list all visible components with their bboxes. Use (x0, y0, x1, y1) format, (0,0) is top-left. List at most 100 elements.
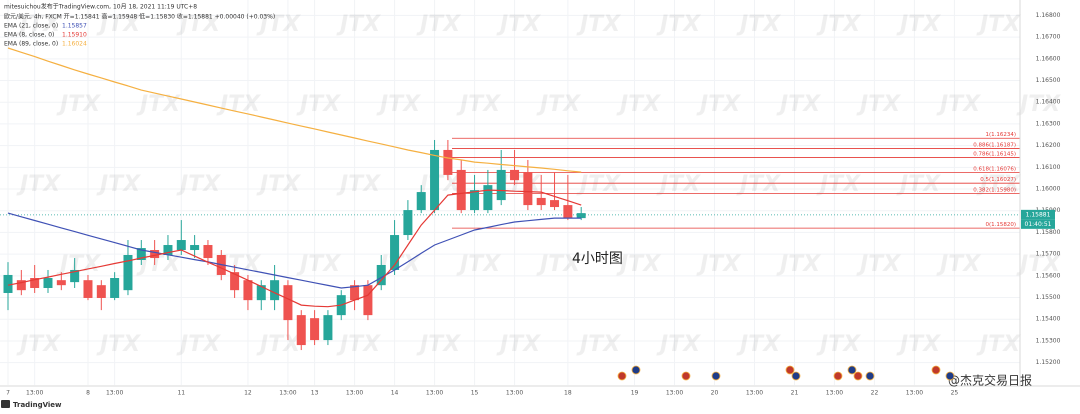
fib-label: 0.886(1.16187) (973, 142, 1016, 148)
watermark: JTX (696, 252, 741, 277)
candle-body (203, 245, 213, 259)
candle-body (496, 169, 506, 201)
watermark: JTX (616, 252, 661, 277)
watermark: JTX (736, 332, 781, 357)
x-tick-label: 13:00 (506, 390, 523, 397)
watermark: JTX (256, 172, 301, 197)
event-icon (711, 371, 721, 381)
legend-value: 1.15910 (62, 32, 87, 39)
candle-body (470, 190, 480, 211)
x-tick-label: 25 (951, 390, 959, 397)
x-tick-label: 19 (631, 390, 639, 397)
watermark: JTX (816, 332, 861, 357)
ema-line (7, 47, 582, 173)
x-tick-label: 13:00 (346, 390, 363, 397)
x-tick-label: 13:00 (426, 390, 443, 397)
countdown-box (1021, 219, 1055, 229)
candle-body (136, 248, 146, 260)
x-tick-label: 7 (6, 390, 10, 397)
footer-logo: TradingView (13, 401, 62, 409)
x-tick-label: 13:00 (906, 390, 923, 397)
watermark: JTX (16, 172, 61, 197)
footer-credit: @杰克交易日报 (948, 373, 1032, 388)
watermark: JTX (216, 92, 261, 117)
x-tick-label: 21 (791, 390, 799, 397)
candle-body (363, 285, 373, 316)
candle-body (3, 274, 13, 293)
current-price-box (1021, 209, 1055, 220)
watermark: JTX (856, 92, 901, 117)
candle-body (376, 264, 386, 286)
candle-body (96, 285, 106, 298)
watermark: JTX (736, 172, 781, 197)
watermark: JTX (576, 12, 621, 37)
watermark: JTX (416, 332, 461, 357)
event-icon (785, 365, 795, 375)
watermark: JTX (176, 172, 221, 197)
watermark: JTX (896, 172, 941, 197)
candle-body (350, 285, 360, 301)
ema-line (7, 212, 582, 289)
event-icon (791, 371, 801, 381)
x-tick-label: 14 (391, 390, 399, 397)
event-icon (833, 371, 843, 381)
candle-body (416, 192, 426, 211)
event-icon (945, 371, 955, 381)
y-tick-label: 1.15700 (1036, 251, 1061, 258)
candle-body (430, 149, 440, 211)
fib-label: 0.5(1.16027) (980, 177, 1016, 183)
candle-body (390, 235, 400, 270)
watermark: JTX (976, 172, 1021, 197)
watermark: JTX (976, 12, 1021, 37)
watermark: JTX (656, 172, 701, 197)
candle-body (176, 240, 186, 251)
watermark: JTX (176, 332, 221, 357)
watermark: JTX (816, 12, 861, 37)
event-icon (631, 365, 641, 375)
watermark: JTX (336, 172, 381, 197)
watermark: JTX (256, 12, 301, 37)
fib-label: 0.382(1.15980) (973, 187, 1016, 193)
watermark: JTX (736, 12, 781, 37)
x-tick-label: 8 (86, 390, 90, 397)
logo-icon (1, 400, 10, 408)
fib-label: 0.786(1.16145) (973, 152, 1016, 158)
watermark: JTX (96, 12, 141, 37)
watermark: JTX (16, 12, 61, 37)
y-tick-label: 1.16200 (1036, 142, 1061, 149)
watermark: JTX (896, 12, 941, 37)
watermark: JTX (656, 12, 701, 37)
y-tick-label: 1.15200 (1036, 359, 1061, 366)
candle-body (563, 205, 573, 219)
y-tick-label: 1.16700 (1036, 34, 1061, 41)
candle-body (30, 278, 40, 288)
watermark: JTX (896, 332, 941, 357)
watermark: JTX (976, 332, 1021, 357)
countdown: 01:40:51 (1025, 221, 1052, 228)
watermark: JTX (256, 332, 301, 357)
y-tick-label: 1.15800 (1036, 229, 1061, 236)
annotation: 4小时图 (572, 251, 623, 267)
watermark: JTX (376, 92, 421, 117)
legend-name: EMA (89, close, 0) (4, 41, 58, 48)
x-tick-label: 13:00 (826, 390, 843, 397)
candle-body (403, 210, 413, 236)
x-tick-label: 13 (311, 390, 319, 397)
y-tick-label: 1.16600 (1036, 55, 1061, 62)
watermark: JTX (96, 332, 141, 357)
watermark: JTX (856, 252, 901, 277)
watermark: JTX (456, 92, 501, 117)
candle-body (110, 278, 120, 298)
watermark: JTX (56, 92, 101, 117)
watermark: JTX (416, 12, 461, 37)
y-tick-label: 1.15600 (1036, 272, 1061, 279)
symbol-line: 欧元/美元, 4h, FXCM 开=1.15841 高=1.15948 低=1.… (4, 13, 275, 21)
watermark: JTX (936, 252, 981, 277)
fib-label: 0(1.15820) (985, 222, 1016, 228)
y-tick-label: 1.16400 (1036, 99, 1061, 106)
x-tick-label: 15 (471, 390, 479, 397)
watermark: JTX (336, 12, 381, 37)
candle-body (270, 280, 280, 301)
candle-body (283, 285, 293, 321)
candle-body (256, 285, 266, 301)
